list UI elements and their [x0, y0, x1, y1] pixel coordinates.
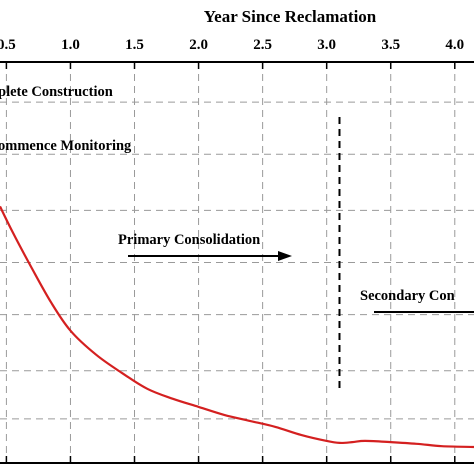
annotation-primary-consolidation: Primary Consolidation — [118, 232, 260, 248]
x-tick-label-6: 3.5 — [381, 37, 400, 53]
x-tick-label-3: 2.0 — [189, 37, 208, 53]
x-tick-label-2: 1.5 — [125, 37, 144, 53]
grid — [0, 62, 474, 463]
annotation-secondary-consolidation: Secondary Con — [360, 288, 455, 304]
primary-arrow-head — [278, 251, 292, 261]
annotation-complete-construction: plete Construction — [0, 84, 113, 100]
x-tick-label-0: 0.5 — [0, 37, 16, 53]
x-axis-title: Year Since Reclamation — [204, 7, 377, 26]
x-tick-labels: 0.5 1.0 1.5 2.0 2.5 3.0 3.5 4.0 — [0, 37, 464, 53]
x-tick-label-7: 4.0 — [445, 37, 464, 53]
x-ticks — [5, 62, 456, 463]
series-line — [0, 205, 474, 449]
annotation-commence-monitoring: ommence Monitoring — [0, 138, 132, 154]
x-tick-label-5: 3.0 — [317, 37, 336, 53]
x-tick-label-1: 1.0 — [61, 37, 80, 53]
axes — [0, 61, 474, 464]
x-tick-label-4: 2.5 — [253, 37, 272, 53]
